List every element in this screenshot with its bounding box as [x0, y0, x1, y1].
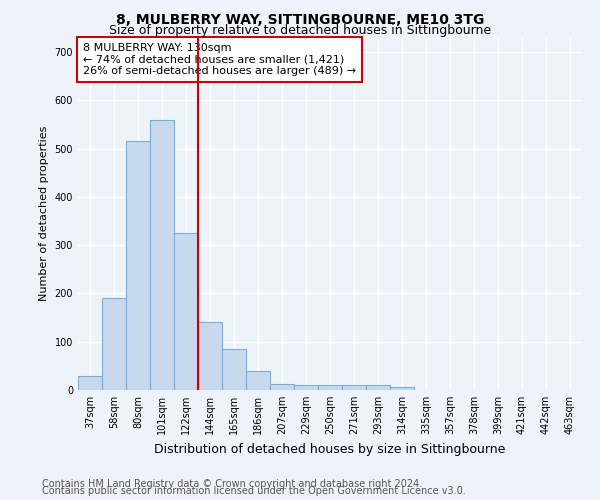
- Bar: [126, 142, 150, 390]
- Text: Size of property relative to detached houses in Sittingbourne: Size of property relative to detached ho…: [109, 24, 491, 37]
- Text: 8, MULBERRY WAY, SITTINGBOURNE, ME10 3TG: 8, MULBERRY WAY, SITTINGBOURNE, ME10 3TG: [116, 12, 484, 26]
- Bar: [318, 385, 342, 390]
- Bar: [78, 376, 102, 390]
- Bar: [390, 386, 414, 390]
- Bar: [366, 385, 390, 390]
- Text: Contains public sector information licensed under the Open Government Licence v3: Contains public sector information licen…: [42, 486, 466, 496]
- Bar: [150, 120, 174, 390]
- Bar: [342, 385, 366, 390]
- Text: 8 MULBERRY WAY: 130sqm
← 74% of detached houses are smaller (1,421)
26% of semi-: 8 MULBERRY WAY: 130sqm ← 74% of detached…: [83, 43, 356, 76]
- Text: Contains HM Land Registry data © Crown copyright and database right 2024.: Contains HM Land Registry data © Crown c…: [42, 479, 422, 489]
- Bar: [270, 384, 294, 390]
- Bar: [222, 349, 246, 390]
- Y-axis label: Number of detached properties: Number of detached properties: [39, 126, 49, 302]
- Bar: [294, 385, 318, 390]
- Bar: [174, 233, 198, 390]
- X-axis label: Distribution of detached houses by size in Sittingbourne: Distribution of detached houses by size …: [154, 442, 506, 456]
- Bar: [102, 298, 126, 390]
- Bar: [246, 370, 270, 390]
- Bar: [198, 322, 222, 390]
